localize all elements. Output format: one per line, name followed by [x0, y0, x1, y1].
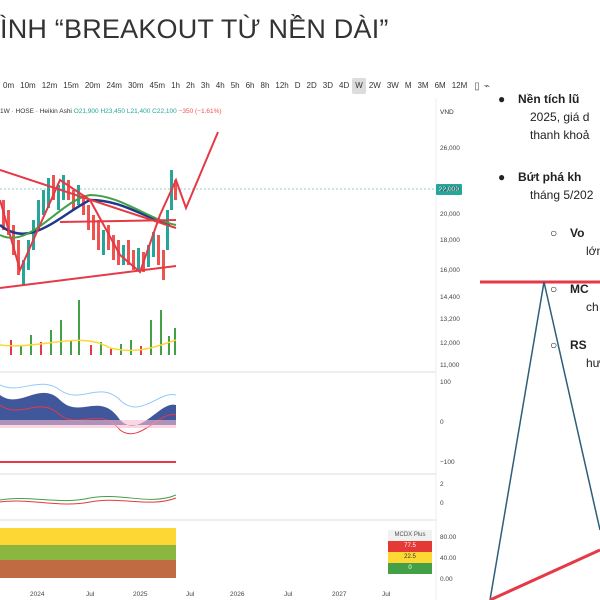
bullet-item: ● Bứt phá kh	[498, 170, 582, 184]
sub-bullet-item: ○ Vo	[550, 226, 585, 240]
page-title: ÌNH “BREAKOUT TỪ NỀN DÀI”	[0, 14, 389, 44]
timeframe-3d[interactable]: 3D	[322, 81, 334, 90]
axis-label: 22,000	[440, 186, 460, 193]
axis-label: Jul	[86, 591, 95, 598]
axis-label: 40.00	[440, 555, 457, 562]
axis-label: 2024	[30, 591, 45, 598]
timeframe-12h[interactable]: 12h	[275, 81, 289, 90]
content-bullets: ● Nền tích lũ 2025, giá d thanh khoả ● Bứt…	[478, 80, 600, 600]
change-value: −350 (−1.61%)	[178, 108, 222, 115]
timeframe-4d[interactable]: 4D	[339, 81, 350, 90]
last-price-tag: 22,000	[436, 184, 462, 195]
axis-label: 12,000	[440, 340, 460, 347]
timeframe-2w[interactable]: 2W	[368, 81, 381, 90]
timeframe-w[interactable]: W	[352, 78, 366, 94]
sub-bullet-item: ○ RS	[550, 338, 587, 352]
axis-label: 0	[440, 419, 444, 426]
timeframe-6h[interactable]: 6h	[245, 81, 255, 90]
axis-label: 80.00	[440, 534, 457, 541]
timeframe-2d[interactable]: 2D	[306, 81, 317, 90]
axis-label: 2027	[332, 591, 347, 598]
axis-label: −100	[440, 459, 455, 466]
axis-label: 2	[440, 481, 444, 488]
timeframe-10m[interactable]: 10m	[20, 81, 36, 90]
timeframe-3w[interactable]: 3W	[386, 81, 399, 90]
trendline-annotations	[0, 131, 219, 289]
bullet-text: 2025, giá d	[530, 110, 590, 124]
chart-canvas[interactable]	[0, 98, 466, 600]
axis-label: 100	[440, 379, 451, 386]
axis-label: 2026	[230, 591, 245, 598]
timeframe-6m[interactable]: 6M	[434, 81, 446, 90]
candlestick-series	[2, 170, 177, 285]
timeframe-20m[interactable]: 20m	[84, 81, 101, 90]
timeframe-30m[interactable]: 30m	[127, 81, 144, 90]
bullet-item: ● Nền tích lũ	[498, 92, 580, 106]
axis-label: Jul	[186, 591, 195, 598]
bullet-text: tháng 5/202	[530, 188, 594, 202]
right-annotation	[480, 280, 600, 600]
axis-label: 20,000	[440, 211, 460, 218]
axis-label: 26,000	[440, 145, 460, 152]
sub-bullet-text: hư	[586, 356, 600, 370]
timeframe-0m[interactable]: 0m	[3, 81, 15, 90]
macd-panel	[0, 494, 177, 505]
axis-label: 18,000	[440, 237, 460, 244]
timeframe-m[interactable]: M	[404, 81, 412, 90]
currency-label: VND	[440, 109, 454, 116]
mcdx-legend-value: 22.5	[388, 552, 432, 563]
candles-icon[interactable]: ▯	[474, 80, 480, 92]
sub-bullet-text: ch	[586, 300, 599, 314]
timeframe-3m[interactable]: 3M	[417, 81, 429, 90]
timeframe-toolbar: 0m 10m 12m 15m 20m 24m 30m 45m 1h 2h 3h 4h 5h 6h 8h 12h…	[0, 76, 490, 96]
axis-label: 14,400	[440, 294, 460, 301]
mcdx-panel	[0, 528, 176, 578]
mcdx-legend-value: 77.5	[388, 541, 432, 552]
axis-label: 11,000	[440, 362, 460, 369]
symbol-label: 1W · HOSE · Heikin Ashi	[0, 108, 72, 115]
sub-bullet-text: lớn	[586, 244, 600, 258]
timeframe-12m[interactable]: 12m	[41, 81, 58, 90]
bullet-text: thanh khoả	[530, 128, 590, 142]
timeframe-1h[interactable]: 1h	[171, 81, 180, 90]
low-value: L21,400	[126, 108, 151, 115]
timeframe-3h[interactable]: 3h	[200, 81, 210, 90]
open-value: O21,900	[73, 108, 99, 115]
indicators-icon[interactable]: ⌁	[483, 80, 490, 92]
mcdx-legend-value: 0	[388, 563, 432, 574]
timeframe-45m[interactable]: 45m	[149, 81, 166, 90]
timeframe-5h[interactable]: 5h	[230, 81, 240, 90]
timeframe-15m[interactable]: 15m	[63, 81, 79, 90]
volume-bars	[10, 300, 176, 355]
close-value: C22,100	[152, 108, 177, 115]
sub-bullet-item: ○ MC	[550, 282, 589, 296]
symbol-legend: 1W · HOSE · Heikin Ashi O21,900 H23,450 …	[0, 108, 222, 115]
axis-label: 13,200	[440, 316, 460, 323]
ma-green-line	[0, 193, 177, 239]
axis-label: 16,000	[440, 267, 460, 274]
timeframe-12m[interactable]: 12M	[451, 81, 468, 90]
axis-label: 2025	[133, 591, 148, 598]
axis-label: Jul	[382, 591, 391, 598]
volume-ma-line	[0, 339, 177, 352]
timeframe-8h[interactable]: 8h	[260, 81, 270, 90]
timeframe-d[interactable]: D	[294, 81, 301, 90]
oscillator-panel	[0, 383, 177, 463]
mcdx-legend-title: MCDX Plus	[388, 530, 432, 541]
axis-label: Jul	[284, 591, 293, 598]
mcdx-legend: MCDX Plus 77.5 22.5 0	[388, 530, 432, 574]
high-value: H23,450	[100, 108, 126, 115]
axis-label: 0.00	[440, 576, 453, 583]
timeframe-4h[interactable]: 4h	[215, 81, 225, 90]
timeframe-2h[interactable]: 2h	[185, 81, 195, 90]
axis-label: 0	[440, 500, 444, 507]
timeframe-24m[interactable]: 24m	[106, 81, 122, 90]
